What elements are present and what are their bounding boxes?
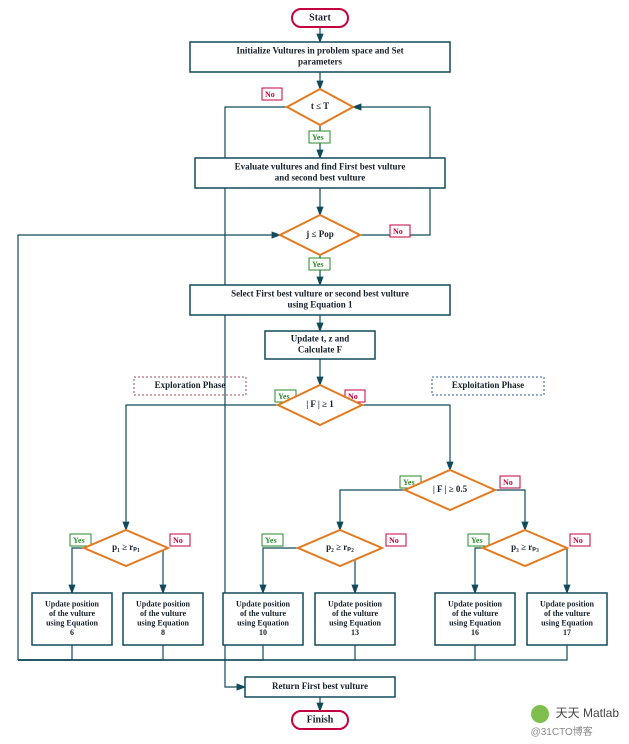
svg-text:Initialize Vultures in problem: Initialize Vultures in problem space and… bbox=[236, 46, 403, 56]
svg-text:No: No bbox=[389, 536, 399, 545]
node-eval: Evaluate vultures and find First best vu… bbox=[195, 158, 445, 188]
svg-text:No: No bbox=[393, 227, 403, 236]
svg-text:17: 17 bbox=[563, 628, 571, 637]
node-eq13: Update positionof the vultureusing Equat… bbox=[315, 593, 395, 645]
svg-text:Yes: Yes bbox=[73, 536, 85, 545]
svg-text:No: No bbox=[503, 478, 513, 487]
svg-text:j ≤ Pop: j ≤ Pop bbox=[305, 229, 333, 239]
svg-text:No: No bbox=[265, 90, 275, 99]
svg-text:of the vulture: of the vulture bbox=[332, 609, 379, 618]
node-finish: Finish bbox=[292, 711, 348, 729]
svg-text:| F | ≥ 1: | F | ≥ 1 bbox=[306, 399, 334, 409]
svg-text:of the vulture: of the vulture bbox=[452, 609, 499, 618]
svg-text:using Equation: using Equation bbox=[329, 619, 381, 628]
svg-text:Update position: Update position bbox=[236, 599, 291, 608]
svg-text:Start: Start bbox=[309, 12, 331, 23]
svg-text:using Equation: using Equation bbox=[137, 619, 189, 628]
svg-text:Update position: Update position bbox=[328, 599, 383, 608]
svg-text:of the vulture: of the vulture bbox=[544, 609, 591, 618]
svg-text:Finish: Finish bbox=[307, 714, 334, 725]
svg-text:Calculate F: Calculate F bbox=[298, 344, 343, 354]
svg-text:6: 6 bbox=[70, 628, 74, 637]
svg-text:using Equation: using Equation bbox=[237, 619, 289, 628]
svg-text:Select First best vulture or s: Select First best vulture or second best… bbox=[231, 289, 409, 299]
node-update_tz: Update t, z andCalculate F bbox=[265, 331, 375, 359]
svg-text:Yes: Yes bbox=[312, 260, 324, 269]
node-d_p2: p₂ ≥ rₚ₂ bbox=[298, 530, 382, 566]
svg-text:parameters: parameters bbox=[298, 56, 342, 66]
svg-text:p₁ ≥ rₚ₁: p₁ ≥ rₚ₁ bbox=[112, 542, 140, 552]
node-d_jPop: j ≤ Pop bbox=[280, 215, 360, 255]
svg-text:Evaluate vultures and find Fir: Evaluate vultures and find First best vu… bbox=[235, 162, 406, 172]
node-eq6: Update positionof the vultureusing Equat… bbox=[32, 593, 112, 645]
node-eq10: Update positionof the vultureusing Equat… bbox=[223, 593, 303, 645]
node-init: Initialize Vultures in problem space and… bbox=[190, 42, 450, 72]
svg-text:using Equation: using Equation bbox=[541, 619, 593, 628]
node-start: Start bbox=[292, 9, 348, 27]
svg-text:8: 8 bbox=[161, 628, 165, 637]
svg-text:Update position: Update position bbox=[45, 599, 100, 608]
node-return: Return First best vulture bbox=[245, 677, 395, 697]
node-select: Select First best vulture or second best… bbox=[190, 285, 450, 315]
node-eq16: Update positionof the vultureusing Equat… bbox=[435, 593, 515, 645]
svg-text:Return First best vulture: Return First best vulture bbox=[272, 681, 368, 691]
svg-text:t ≤ T: t ≤ T bbox=[311, 101, 329, 111]
node-d_p1: p₁ ≥ rₚ₁ bbox=[84, 530, 168, 566]
svg-text:No: No bbox=[173, 536, 183, 545]
node-eq17: Update positionof the vultureusing Equat… bbox=[527, 593, 607, 645]
exploitation-phase-label: Exploitation Phase bbox=[452, 380, 524, 390]
svg-text:| F | ≥ 0.5: | F | ≥ 0.5 bbox=[433, 484, 468, 494]
svg-text:and second best vulture: and second best vulture bbox=[275, 172, 366, 182]
svg-text:of the vulture: of the vulture bbox=[49, 609, 96, 618]
svg-text:using Equation 1: using Equation 1 bbox=[287, 299, 353, 309]
svg-text:Update t, z and: Update t, z and bbox=[291, 334, 350, 344]
watermark: 天天 Matlab @31CTO博客 bbox=[531, 704, 619, 738]
svg-text:Yes: Yes bbox=[265, 536, 277, 545]
svg-text:using Equation: using Equation bbox=[449, 619, 501, 628]
svg-text:of the vulture: of the vulture bbox=[140, 609, 187, 618]
node-d_tT: t ≤ T bbox=[287, 89, 353, 125]
svg-text:Yes: Yes bbox=[471, 536, 483, 545]
svg-text:of the vulture: of the vulture bbox=[240, 609, 287, 618]
svg-text:Yes: Yes bbox=[312, 133, 324, 142]
exploration-phase-label: Exploration Phase bbox=[155, 380, 226, 390]
svg-text:p₃ ≥ rₚ₃: p₃ ≥ rₚ₃ bbox=[511, 542, 539, 552]
node-d_p3: p₃ ≥ rₚ₃ bbox=[483, 530, 567, 566]
svg-text:using Equation: using Equation bbox=[46, 619, 98, 628]
svg-text:13: 13 bbox=[351, 628, 359, 637]
svg-text:Update position: Update position bbox=[540, 599, 595, 608]
svg-text:p₂ ≥ rₚ₂: p₂ ≥ rₚ₂ bbox=[326, 542, 354, 552]
svg-text:Update position: Update position bbox=[448, 599, 503, 608]
svg-text:16: 16 bbox=[471, 628, 479, 637]
svg-text:No: No bbox=[573, 536, 583, 545]
svg-text:10: 10 bbox=[259, 628, 267, 637]
node-eq8: Update positionof the vultureusing Equat… bbox=[123, 593, 203, 645]
branch-labels: No Yes No Yes Yes No Yes No Yes No Yes N… bbox=[70, 88, 590, 546]
svg-text:Update position: Update position bbox=[136, 599, 191, 608]
